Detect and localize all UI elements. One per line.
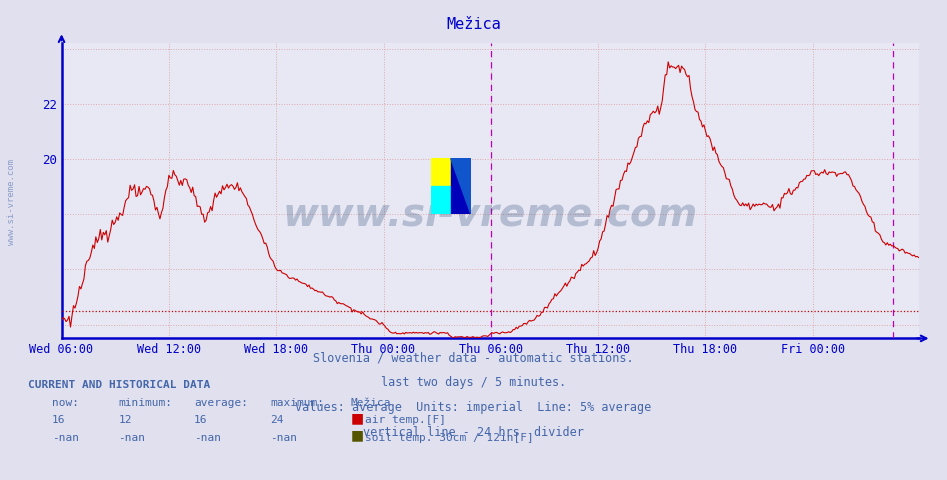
Text: 16: 16 (52, 415, 65, 425)
Text: ■: ■ (350, 429, 364, 443)
Text: 12: 12 (118, 415, 132, 425)
Text: -nan: -nan (118, 432, 146, 443)
Text: air temp.[F]: air temp.[F] (365, 415, 446, 425)
Text: 24: 24 (270, 415, 283, 425)
Bar (451, 158, 471, 214)
Text: -nan: -nan (194, 432, 222, 443)
Text: -nan: -nan (52, 432, 80, 443)
Text: CURRENT AND HISTORICAL DATA: CURRENT AND HISTORICAL DATA (28, 380, 210, 390)
Text: www.si-vreme.com: www.si-vreme.com (282, 195, 698, 233)
Text: www.si-vreme.com: www.si-vreme.com (7, 158, 16, 245)
Polygon shape (451, 158, 471, 214)
Text: Slovenia / weather data - automatic stations.: Slovenia / weather data - automatic stat… (313, 351, 634, 364)
Text: ■: ■ (350, 411, 364, 425)
Text: now:: now: (52, 398, 80, 408)
Text: -nan: -nan (270, 432, 297, 443)
Text: maximum:: maximum: (270, 398, 324, 408)
Text: soil temp. 30cm / 12in[F]: soil temp. 30cm / 12in[F] (365, 432, 533, 443)
Text: vertical line - 24 hrs  divider: vertical line - 24 hrs divider (363, 426, 584, 439)
Text: Mežica: Mežica (446, 17, 501, 32)
Bar (431, 186, 451, 214)
Text: Values: average  Units: imperial  Line: 5% average: Values: average Units: imperial Line: 5%… (295, 401, 652, 414)
Text: 16: 16 (194, 415, 207, 425)
Text: Mežica: Mežica (350, 398, 391, 408)
Text: last two days / 5 minutes.: last two days / 5 minutes. (381, 376, 566, 389)
Bar (431, 158, 451, 186)
Text: minimum:: minimum: (118, 398, 172, 408)
Text: average:: average: (194, 398, 248, 408)
